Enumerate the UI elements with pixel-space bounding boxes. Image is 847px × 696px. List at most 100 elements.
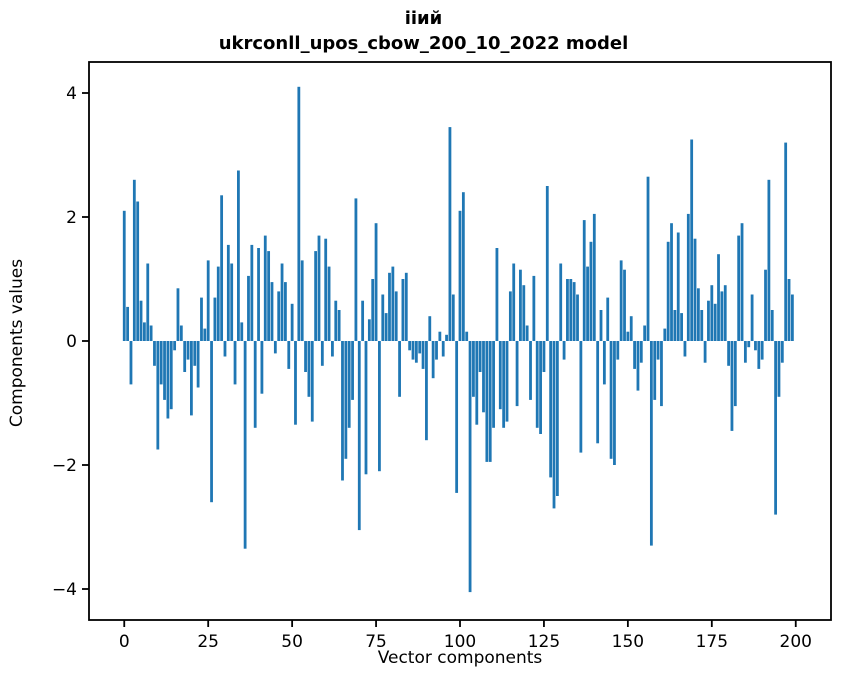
bar <box>613 341 616 465</box>
bar <box>737 235 741 341</box>
bar <box>502 341 506 428</box>
bar <box>367 319 371 341</box>
bar <box>153 341 156 366</box>
x-tick-label: 75 <box>365 632 387 652</box>
bar <box>750 294 754 341</box>
bar <box>408 341 412 351</box>
bar <box>743 341 747 363</box>
bar <box>260 341 264 394</box>
bar <box>515 341 519 407</box>
bar <box>351 341 354 400</box>
bar <box>700 310 704 341</box>
bar <box>394 291 398 341</box>
bar <box>472 341 475 397</box>
x-axis-label: Vector components <box>377 648 543 668</box>
bar <box>297 86 301 341</box>
bar <box>626 331 630 341</box>
bar <box>623 269 626 341</box>
bar <box>465 331 469 341</box>
bar <box>435 341 438 360</box>
bar <box>431 341 435 379</box>
bar <box>354 198 358 341</box>
bar <box>660 341 663 407</box>
y-axis-label: Components values <box>7 258 27 428</box>
bar <box>451 294 455 341</box>
x-tick-label: 25 <box>197 632 219 652</box>
bar <box>680 313 683 341</box>
bar <box>643 325 647 341</box>
bar <box>646 176 650 341</box>
bar <box>606 297 610 341</box>
bar <box>485 341 489 462</box>
bar <box>576 294 579 341</box>
bar <box>388 272 391 341</box>
bar <box>649 341 653 546</box>
bar <box>213 297 217 341</box>
x-tick-label: 50 <box>281 632 303 652</box>
bar <box>341 341 344 481</box>
bar <box>220 195 224 341</box>
bar <box>250 244 254 341</box>
bar <box>136 201 140 341</box>
bar <box>562 341 566 360</box>
bar <box>787 279 791 341</box>
bar <box>663 328 667 341</box>
bar <box>294 341 297 425</box>
bar <box>455 341 459 493</box>
bar <box>243 341 247 549</box>
bar <box>314 251 318 341</box>
bar <box>364 341 368 475</box>
bar <box>206 260 210 341</box>
bar <box>418 341 422 354</box>
bar <box>639 341 643 363</box>
bar <box>129 341 133 385</box>
bar <box>277 291 281 341</box>
bar <box>532 275 536 341</box>
bar <box>717 254 720 341</box>
bar <box>710 285 714 341</box>
y-tick-label: 2 <box>66 208 77 228</box>
bar <box>629 316 633 341</box>
bar <box>273 341 277 354</box>
bar <box>414 341 418 363</box>
bar <box>686 213 690 341</box>
bar <box>331 341 334 357</box>
bar <box>693 238 697 341</box>
bar <box>458 210 462 341</box>
bar <box>760 341 764 360</box>
bar <box>492 341 495 428</box>
bar <box>707 300 710 341</box>
bar <box>421 341 425 369</box>
bar <box>253 341 257 428</box>
y-tick-label: 4 <box>66 84 77 104</box>
bar <box>616 341 620 360</box>
bar <box>767 179 771 341</box>
bar <box>670 223 673 341</box>
bar <box>572 282 576 341</box>
bar <box>582 220 586 341</box>
bar <box>270 282 274 341</box>
bar <box>237 170 240 341</box>
bar <box>190 341 193 416</box>
bar <box>310 341 314 422</box>
bar <box>599 310 603 341</box>
bar <box>764 269 767 341</box>
bars-group <box>122 86 794 593</box>
bar <box>263 235 267 341</box>
bar <box>441 341 445 357</box>
bar <box>126 306 130 341</box>
bar <box>200 297 203 341</box>
bar <box>448 127 452 341</box>
bar <box>317 235 321 341</box>
bar <box>696 288 700 341</box>
bar <box>569 279 573 341</box>
bar <box>770 310 774 341</box>
bar <box>522 285 526 341</box>
bar <box>374 223 378 341</box>
bar <box>723 285 727 341</box>
bar <box>552 341 556 509</box>
bar <box>378 341 381 472</box>
bar <box>290 303 294 341</box>
bar <box>542 341 546 372</box>
